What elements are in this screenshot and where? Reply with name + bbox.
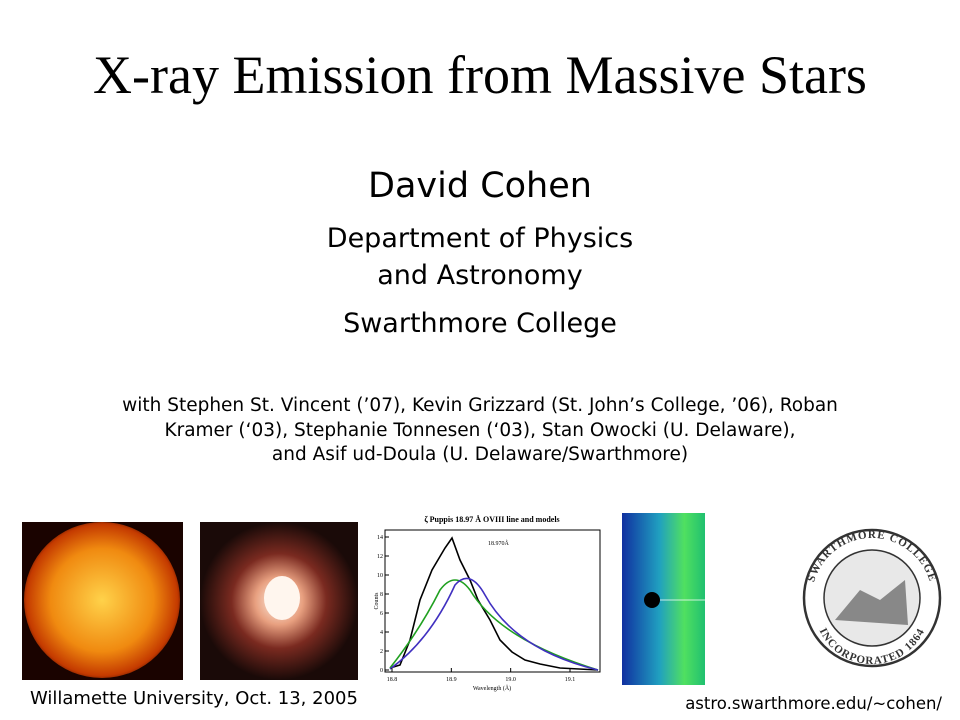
institution: Swarthmore College: [343, 308, 617, 339]
plot-x-tick-label: 19.0: [505, 677, 516, 683]
footer-left: Willamette University, Oct. 13, 2005: [30, 688, 358, 709]
spectrum-plot: [370, 505, 605, 682]
plot-y-tick-label: 2: [380, 649, 383, 655]
plot-y-tick-label: 12: [377, 554, 383, 560]
title: X-ray Emission from Massive Stars: [93, 45, 867, 105]
plot-y-tick-label: 6: [380, 611, 383, 617]
simulation-star: [644, 592, 660, 608]
plot-title: ζ Puppis 18.97 Å OVIII line and models: [424, 515, 559, 524]
plot-y-tick-label: 10: [377, 573, 383, 579]
plot-x-label: Wavelength (Å): [473, 684, 511, 692]
affiliation: Department of Physics: [326, 223, 634, 254]
plot-x-tick-label: 18.8: [387, 677, 398, 683]
collaborators: and Asif ud-Doula (U. Delaware/Swarthmor…: [271, 444, 689, 465]
collaborators: with Stephen St. Vincent (’07), Kevin Gr…: [122, 395, 838, 416]
plot-x-tick-label: 18.9: [446, 677, 457, 683]
plot-y-tick-label: 8: [380, 592, 383, 598]
plot-x-tick-label: 19.1: [565, 677, 576, 683]
plot-y-label: Counts: [374, 592, 380, 610]
collaborators: Kramer (‘03), Stephanie Tonnesen (‘03), …: [164, 420, 796, 441]
plot-y-tick-label: 4: [380, 630, 383, 636]
plot-annotation: 18.970Å: [488, 539, 510, 547]
nebula-core: [264, 576, 300, 620]
author: David Cohen: [368, 166, 592, 206]
affiliation: and Astronomy: [377, 260, 583, 291]
plot-y-tick-label: 14: [377, 535, 383, 541]
simulation-image: [622, 513, 705, 685]
plot-y-tick-label: 0: [380, 668, 383, 674]
sun-disk: [24, 522, 180, 678]
footer-right: astro.swarthmore.edu/~cohen/: [685, 694, 942, 713]
